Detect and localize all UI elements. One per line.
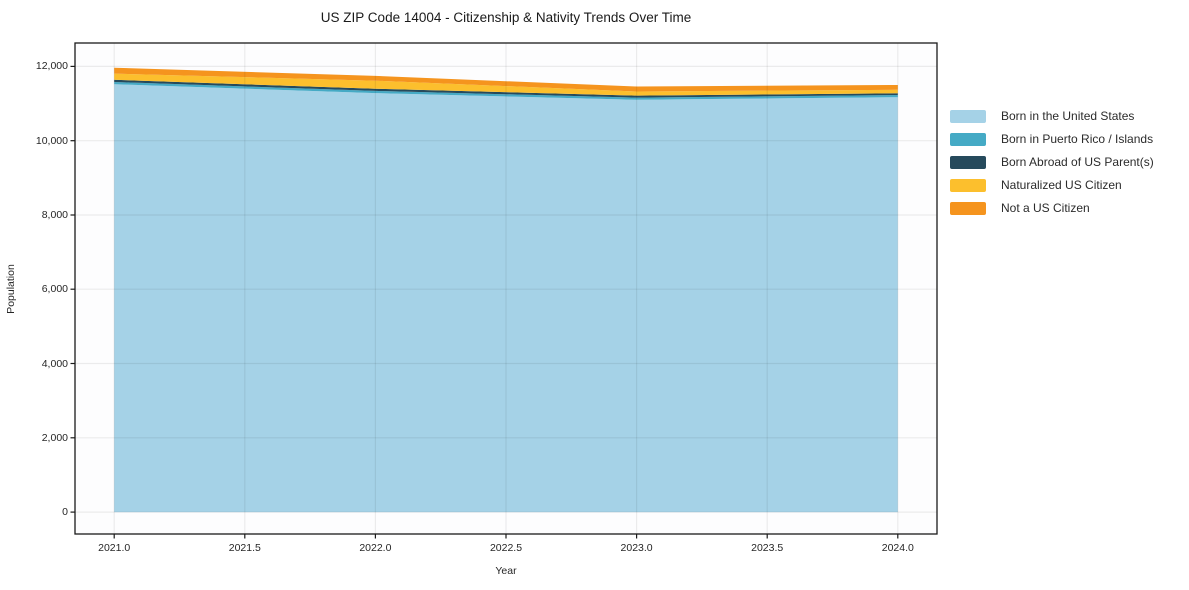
y-tick-label: 6,000: [41, 283, 68, 296]
chart-title: US ZIP Code 14004 - Citizenship & Nativi…: [320, 10, 692, 25]
x-tick-label: 2022.0: [359, 542, 392, 554]
legend-label: Born in Puerto Rico / Islands: [1001, 132, 1154, 146]
legend-item-born-in-puerto-rico-islands: Born in Puerto Rico / Islands: [950, 133, 1154, 146]
y-tick-label: 8,000: [41, 209, 68, 221]
area-not-a-us-citizen: [114, 67, 898, 92]
plot-frame: [74, 42, 938, 535]
legend-swatch-icon: [950, 202, 986, 215]
legend-label: Not a US Citizen: [1001, 201, 1090, 215]
x-tick-label: 2024.0: [881, 542, 914, 554]
area-born-in-puerto-rico-islands: [114, 82, 898, 100]
y-tick-label: 12,000: [35, 60, 68, 73]
legend-item-naturalized-us-citizen: Naturalized US Citizen: [950, 179, 1154, 192]
x-tick-label: 2021.5: [228, 542, 261, 554]
legend-swatch-icon: [950, 156, 986, 169]
area-born-abroad-of-us-parent-s: [114, 79, 898, 98]
legend-swatch-icon: [950, 179, 986, 192]
legend-swatch-icon: [950, 110, 986, 123]
y-tick-label: 2,000: [41, 431, 68, 444]
x-tick-label: 2023.5: [751, 542, 784, 554]
area-born-in-the-united-states: [114, 84, 898, 513]
y-tick-label: 4,000: [41, 357, 68, 370]
legend-label: Born Abroad of US Parent(s): [1001, 155, 1154, 169]
legend-item-born-in-the-united-states: Born in the United States: [950, 110, 1154, 123]
legend-label: Naturalized US Citizen: [1001, 178, 1122, 192]
y-tick-label: 0: [62, 506, 68, 519]
legend-swatch-icon: [950, 133, 986, 146]
x-tick-label: 2023.0: [620, 542, 653, 554]
legend: Born in the United States Born in Puerto …: [950, 110, 1154, 225]
area-naturalized-us-citizen: [114, 73, 898, 96]
x-axis-label: Year: [495, 565, 517, 577]
legend-item-born-abroad-of-us-parent-s: Born Abroad of US Parent(s): [950, 156, 1154, 169]
y-axis-label: Population: [5, 264, 17, 314]
x-tick-label: 2022.5: [489, 542, 523, 554]
legend-item-not-a-us-citizen: Not a US Citizen: [950, 202, 1154, 215]
legend-label: Born in the United States: [1001, 109, 1135, 123]
y-tick-label: 10,000: [35, 134, 68, 147]
x-tick-label: 2021.0: [98, 542, 131, 554]
